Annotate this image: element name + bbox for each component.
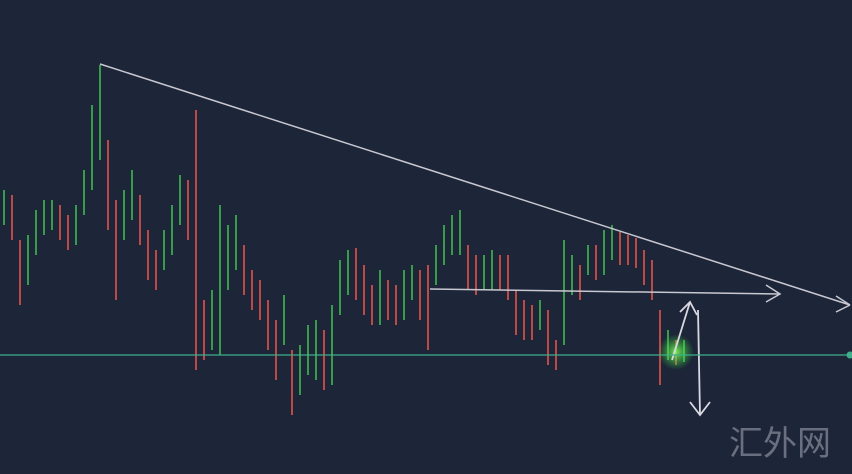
price-bars xyxy=(3,65,685,415)
arrow-head xyxy=(835,304,851,313)
trendline xyxy=(99,63,851,306)
arrow-head xyxy=(765,284,782,303)
down-arrow xyxy=(697,309,701,416)
glow xyxy=(658,334,694,370)
level-marker xyxy=(846,351,852,359)
range-line xyxy=(429,288,781,295)
up-arrow xyxy=(671,301,691,361)
arrow-head xyxy=(679,300,698,316)
arrow-head xyxy=(689,401,711,417)
arrow-head xyxy=(835,295,851,306)
watermark: 汇外网 xyxy=(729,424,831,464)
